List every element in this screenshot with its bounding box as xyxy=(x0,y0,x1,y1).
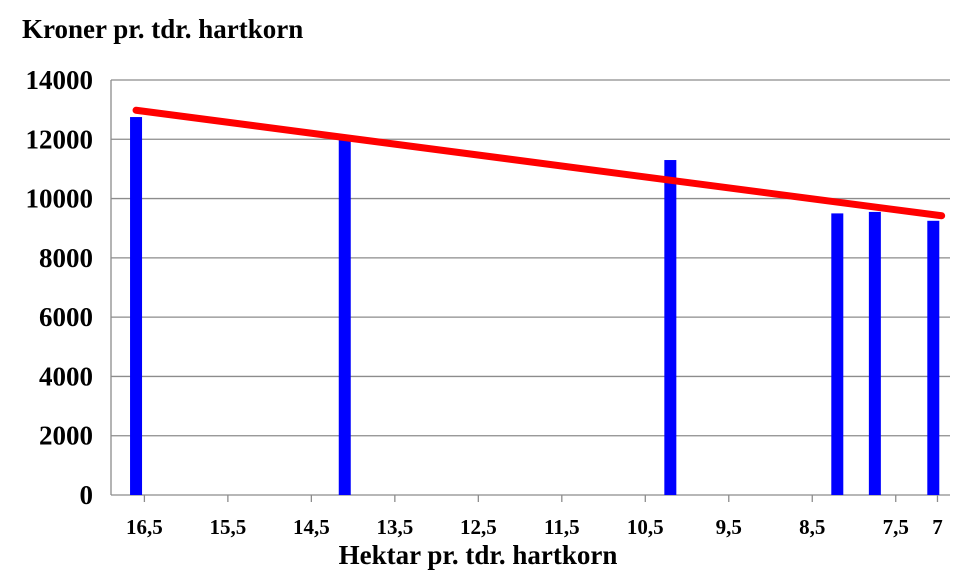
bar xyxy=(130,117,143,495)
y-tick-label: 4000 xyxy=(39,361,93,391)
y-tick-label: 8000 xyxy=(39,243,93,273)
x-tick-label: 11,5 xyxy=(544,515,580,539)
y-tick-label: 2000 xyxy=(39,421,93,451)
x-tick-label: 7 xyxy=(932,515,943,539)
x-tick-label: 7,5 xyxy=(883,515,909,539)
x-tick-label: 10,5 xyxy=(627,515,664,539)
y-tick-label: 0 xyxy=(80,480,94,510)
trend-line xyxy=(132,106,946,220)
bar xyxy=(868,211,881,496)
bar xyxy=(664,160,677,496)
x-tick-label: 12,5 xyxy=(460,515,497,539)
x-tick-label: 8,5 xyxy=(799,515,825,539)
y-tick-label: 10000 xyxy=(26,184,94,214)
x-tick-label: 16,5 xyxy=(126,515,163,539)
x-tick-label: 14,5 xyxy=(293,515,330,539)
x-tick-label: 15,5 xyxy=(210,515,247,539)
x-axis-title: Hektar pr. tdr. hartkorn xyxy=(338,540,618,570)
bar xyxy=(338,139,351,496)
x-tick-label: 13,5 xyxy=(376,515,413,539)
y-tick-label: 6000 xyxy=(39,302,93,332)
y-tick-label: 14000 xyxy=(26,65,94,95)
bar xyxy=(831,213,844,495)
y-axis-title: Kroner pr. tdr. hartkorn xyxy=(22,14,304,44)
y-tick-label: 12000 xyxy=(26,124,94,154)
bar xyxy=(927,220,940,495)
x-tick-label: 9,5 xyxy=(716,515,742,539)
